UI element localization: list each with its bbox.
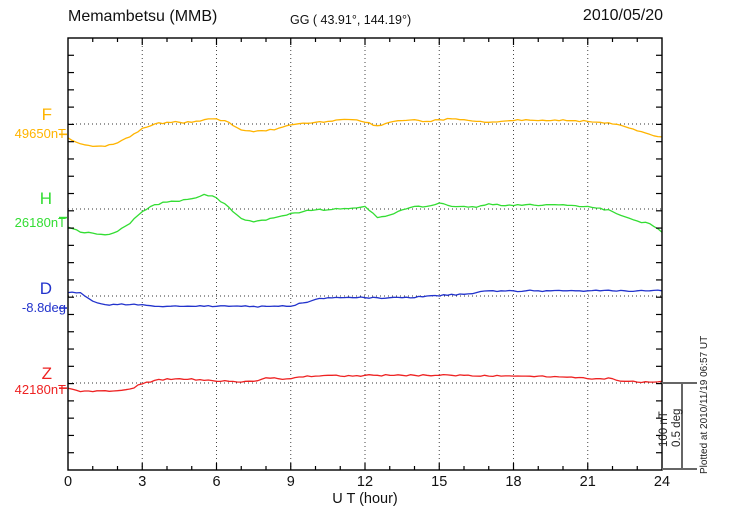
x-tick-label-0: 0 bbox=[63, 474, 73, 490]
x-tick-label-18: 18 bbox=[505, 474, 522, 490]
scale-bar-label: 100 nT 0.5 deg bbox=[658, 409, 684, 447]
channel-baseline-Z: 42180nT bbox=[14, 382, 66, 397]
channel-baseline-H: 26180nT bbox=[14, 215, 66, 230]
series-D-line bbox=[67, 289, 663, 308]
x-axis-title: U T (hour) bbox=[332, 491, 398, 507]
x-tick-label-15: 15 bbox=[431, 474, 448, 490]
x-tick-label-21: 21 bbox=[579, 474, 596, 490]
x-tick-label-9: 9 bbox=[286, 474, 295, 490]
x-tick-label-24: 24 bbox=[653, 474, 671, 490]
channel-letter-F: F bbox=[41, 105, 52, 124]
channel-baseline-F: 49650nT bbox=[14, 126, 66, 141]
scale-bar-deg-label: 0.5 deg bbox=[671, 408, 683, 447]
series-H-line bbox=[67, 193, 663, 236]
channel-letter-H: H bbox=[39, 189, 52, 208]
geographic-coordinates: GG ( 43.91°, 144.19°) bbox=[290, 13, 412, 27]
channel-letter-D: D bbox=[39, 279, 52, 298]
x-tick-label-3: 3 bbox=[138, 474, 147, 490]
plotted-at-timestamp: Plotted at 2010/11/19 06:57 UT bbox=[699, 335, 710, 474]
scale-bar-nt-label: 100 nT bbox=[658, 411, 670, 447]
x-tick-label-12: 12 bbox=[356, 474, 374, 490]
x-tick-label-6: 6 bbox=[212, 474, 221, 490]
series-Z-line bbox=[67, 373, 663, 393]
channel-baseline-D: -8.8deg bbox=[21, 300, 66, 315]
channel-letter-Z: Z bbox=[41, 364, 52, 383]
plot-date: 2010/05/20 bbox=[582, 7, 663, 24]
series-F-line bbox=[67, 117, 663, 148]
station-title: Memambetsu (MMB) bbox=[68, 8, 218, 25]
